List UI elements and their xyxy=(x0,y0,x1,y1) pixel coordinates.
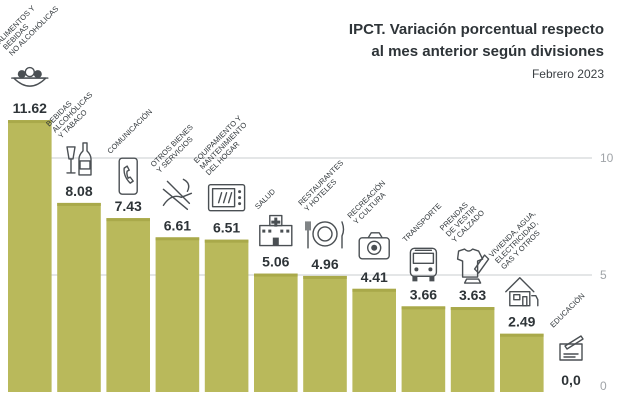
data-label: 4.96 xyxy=(311,256,338,272)
house-icon xyxy=(505,277,539,307)
bar-6 xyxy=(303,275,347,392)
data-label: 6.51 xyxy=(213,220,240,236)
data-label: 6.61 xyxy=(164,217,191,233)
category-label: PRENDASDE VESTIRY CALZADO xyxy=(438,196,486,244)
bar-cap-6 xyxy=(303,275,347,279)
bar-cap-5 xyxy=(254,273,298,277)
category-label: RESTAURANTESY HOTELES xyxy=(296,158,351,213)
bar-cap-9 xyxy=(450,307,495,311)
category-label: BEBIDASALCOHÓLICASY TABACO xyxy=(44,84,100,140)
bar-7 xyxy=(352,288,396,392)
clothes-icon xyxy=(456,248,490,284)
bar-cap-10 xyxy=(500,333,544,337)
data-label: 5.06 xyxy=(262,254,289,270)
phone-icon xyxy=(118,157,138,195)
chart-title-line2: al mes anterior según divisiones xyxy=(371,43,604,60)
data-label: 7.43 xyxy=(115,198,142,214)
data-label: 3.63 xyxy=(459,287,486,303)
restaurant-icon xyxy=(305,221,345,249)
bar-cap-2 xyxy=(106,218,150,222)
chart-subtitle: Febrero 2023 xyxy=(532,67,604,81)
data-label: 0,0 xyxy=(561,372,581,388)
microwave-icon xyxy=(207,183,246,212)
data-label: 8.08 xyxy=(65,183,92,199)
food-bowl-icon xyxy=(11,66,49,87)
bar-1 xyxy=(57,202,101,392)
bar-cap-8 xyxy=(401,306,446,310)
bar-0 xyxy=(8,120,52,392)
category-label: TRANSPORTE xyxy=(401,201,444,244)
camera-icon xyxy=(358,232,390,260)
bottles-icon xyxy=(66,142,92,176)
bar-3 xyxy=(155,237,200,392)
bus-icon xyxy=(409,247,438,282)
grid-layer: 0 5 10 xyxy=(8,151,614,393)
category-label: EDUCACIÓN xyxy=(548,291,586,329)
bar-cap-3 xyxy=(155,237,200,241)
chart-title-line1: IPCT. Variación porcentual respecto xyxy=(349,21,604,38)
services-icon xyxy=(162,178,193,211)
bar-5 xyxy=(254,273,298,392)
category-label: SALUD xyxy=(253,187,277,211)
bar-cap-1 xyxy=(57,202,101,206)
data-label: 4.41 xyxy=(361,269,388,285)
bar-9 xyxy=(450,307,495,392)
data-label: 11.62 xyxy=(13,100,47,116)
bar-cap-4 xyxy=(204,239,249,243)
y-tick-label: 0 xyxy=(600,379,607,393)
category-label: VIVIENDA, AGUA,ELECTRICIDAD,GAS Y OTROS xyxy=(487,209,549,271)
category-label: ALIMENTOS YBEBIDASNO ALCOHÓLICAS xyxy=(0,0,60,58)
bar-cap-7 xyxy=(352,288,396,292)
data-label: 2.49 xyxy=(508,314,535,330)
y-tick-label: 10 xyxy=(600,151,614,165)
y-tick-label: 5 xyxy=(600,268,607,282)
data-label: 3.66 xyxy=(410,286,437,302)
hospital-icon xyxy=(259,214,293,247)
bar-10 xyxy=(500,333,544,392)
icons-layer xyxy=(11,66,584,361)
bar-cap-0 xyxy=(8,120,52,124)
bar-8 xyxy=(401,306,446,392)
category-label: RECREACIÓNY CULTURA xyxy=(345,178,393,226)
bar-2 xyxy=(106,218,150,392)
education-icon xyxy=(559,335,584,361)
category-label: COMUNICACIÓN xyxy=(105,107,154,156)
category-label: OTROS BIENESY SERVICIOS xyxy=(149,123,201,175)
bars-layer xyxy=(8,120,544,392)
bar-4 xyxy=(204,239,249,392)
category-label: EQUIPAMIENTO YMANTENIMIENTODEL HOGAR xyxy=(192,114,255,177)
